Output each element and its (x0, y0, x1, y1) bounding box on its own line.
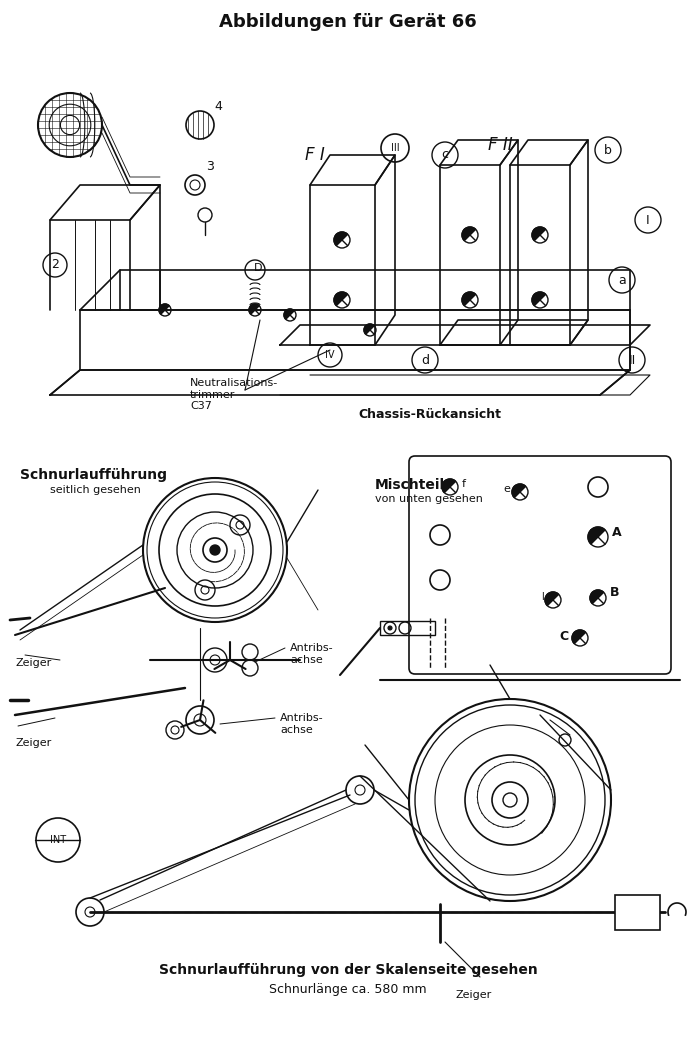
Text: f: f (462, 479, 466, 489)
Text: INT: INT (50, 835, 66, 845)
Text: 3: 3 (206, 161, 214, 174)
Circle shape (388, 626, 392, 630)
Text: d: d (421, 353, 429, 366)
Text: F II: F II (488, 136, 512, 154)
Polygon shape (532, 292, 546, 306)
Polygon shape (545, 592, 559, 606)
Text: 2: 2 (51, 259, 59, 271)
Polygon shape (442, 479, 456, 492)
Polygon shape (249, 304, 259, 315)
Text: e: e (503, 484, 510, 494)
Polygon shape (334, 232, 348, 246)
Polygon shape (462, 227, 475, 241)
Polygon shape (462, 292, 475, 306)
Text: Mischteil: Mischteil (375, 478, 445, 492)
Text: Antribs-
achse: Antribs- achse (290, 643, 334, 665)
Text: c: c (441, 148, 448, 162)
Text: Antribs-
achse: Antribs- achse (280, 713, 324, 734)
Text: IV: IV (325, 350, 335, 360)
Text: l: l (541, 592, 544, 602)
Polygon shape (159, 304, 170, 315)
Bar (615, 895, 660, 930)
Polygon shape (334, 292, 348, 306)
Text: Schnurlaufführung: Schnurlaufführung (20, 468, 167, 482)
Text: b: b (604, 143, 612, 157)
Polygon shape (590, 590, 604, 604)
Polygon shape (512, 484, 525, 498)
Polygon shape (532, 227, 546, 241)
Text: A: A (612, 526, 621, 540)
Text: Schnurlaufführung von der Skalenseite gesehen: Schnurlaufführung von der Skalenseite ge… (158, 963, 537, 977)
Text: II: II (628, 353, 636, 366)
Text: D: D (254, 263, 262, 274)
Polygon shape (588, 527, 605, 544)
Text: I: I (646, 214, 650, 226)
Polygon shape (284, 309, 294, 319)
Text: Zeiger: Zeiger (15, 739, 51, 748)
Text: Neutralisations-
trimmer
C37: Neutralisations- trimmer C37 (190, 378, 278, 411)
Text: III: III (391, 143, 400, 153)
Text: 4: 4 (214, 101, 222, 114)
Text: B: B (610, 587, 619, 600)
Text: Abbildungen für Gerät 66: Abbildungen für Gerät 66 (219, 13, 477, 31)
Text: Chassis-Rückansicht: Chassis-Rückansicht (359, 408, 502, 422)
Circle shape (210, 545, 220, 555)
Text: seitlich gesehen: seitlich gesehen (50, 485, 141, 495)
Text: C: C (559, 630, 568, 644)
Text: Zeiger: Zeiger (15, 658, 51, 668)
Text: Zeiger: Zeiger (455, 990, 491, 1000)
Text: von unten gesehen: von unten gesehen (375, 494, 483, 504)
Text: Schnurlänge ca. 580 mm: Schnurlänge ca. 580 mm (269, 984, 427, 996)
Bar (380, 621, 435, 635)
Text: F I: F I (305, 146, 325, 164)
Polygon shape (572, 630, 586, 644)
Text: a: a (618, 274, 626, 286)
Polygon shape (364, 324, 374, 335)
